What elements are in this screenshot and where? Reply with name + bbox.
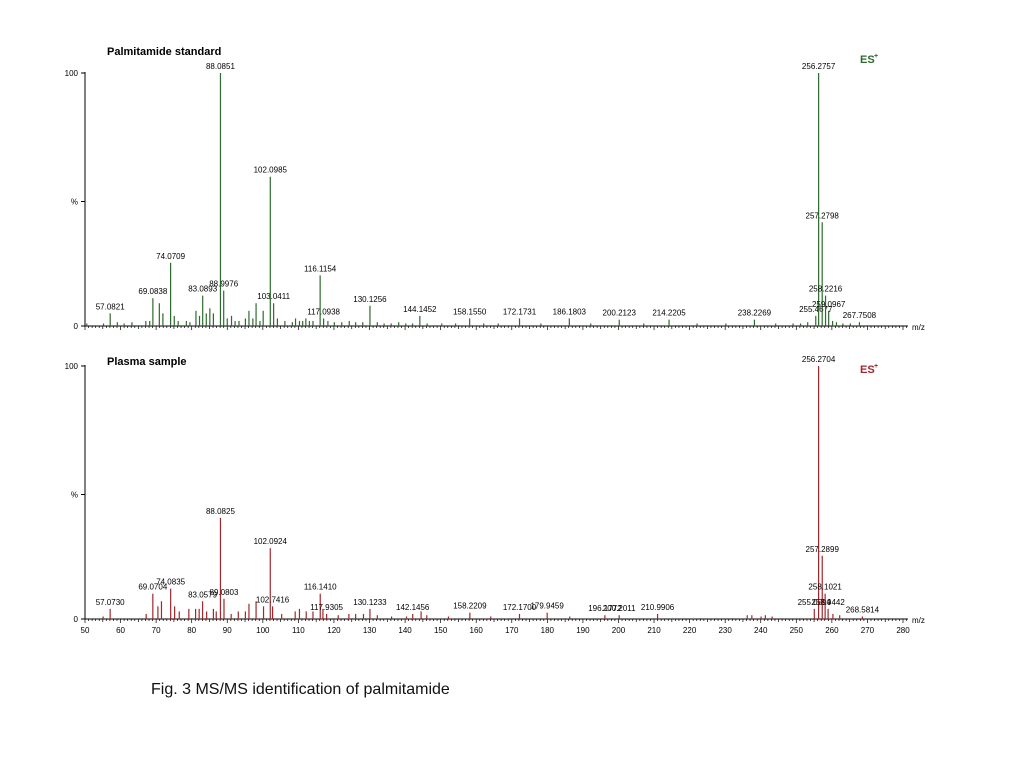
peak-label: 130.1233 [353,598,387,607]
peak-label: 258.9442 [811,598,845,607]
ionization-mode-superscript: + [874,363,878,370]
peak-label: 102.0924 [254,537,288,546]
y-tick-label: 0 [74,322,79,331]
peak-label: 130.1256 [353,295,387,304]
peak-label: 69.0704 [138,583,167,592]
peak-label: 257.2798 [806,211,840,220]
x-tick-label: 90 [223,626,232,635]
x-tick-label: 190 [576,626,590,635]
peak-label: 258.2216 [809,285,843,294]
panel-standard: Palmitamide standard ES +100 0% m/z 57.0821 69… [65,46,925,332]
peak-label: 88.0851 [206,62,235,71]
x-tick-label: 200 [612,626,626,635]
peak-label: 256.2704 [802,355,836,364]
ionization-mode-superscript: + [874,53,878,60]
panel-title: Palmitamide standard [107,46,221,58]
peak-label: 89.0803 [210,588,239,597]
peak-label: 144.1452 [403,305,437,314]
x-tick-label: 110 [292,626,305,635]
y-tick-label: 100 [65,69,79,78]
peak-label: 267.7508 [843,311,877,320]
ionization-mode-label: ES [860,54,875,66]
peak-label: 172.1731 [503,307,537,316]
x-axis-label: m/z [912,616,925,625]
peak-label: 102.0985 [254,166,288,175]
peak-label: 214.2205 [652,309,686,318]
y-tick-label: 0 [74,615,79,624]
peak-label: 200.2123 [603,309,637,318]
x-tick-label: 220 [683,626,697,635]
x-tick-label: 80 [187,626,196,635]
y-axis-label: % [71,198,78,207]
peak-label: 268.5814 [846,605,880,614]
peak-label: 88.0825 [206,507,235,516]
peak-label: 200.2011 [603,604,636,613]
peak-label: 116.1154 [304,264,337,273]
x-tick-label: 270 [861,626,875,635]
x-tick-label: 150 [434,626,448,635]
ionization-mode-label: ES [860,364,875,376]
peak-label: 179.9459 [530,602,564,611]
peak-label: 117.9305 [310,603,343,612]
panel-title: Plasma sample [107,356,187,368]
peak-label: 74.0709 [156,252,185,261]
peak-label: 186.1803 [553,307,587,316]
x-tick-label: 120 [327,626,341,635]
panel-plasma: Plasma sample ES +100 0% m/z 50 60 70 80 90 100 110… [65,355,925,635]
peak-label: 238.2269 [738,309,772,318]
peak-label: 116.1410 [304,583,337,592]
peak-label: 259.0967 [812,300,846,309]
peak-label: 210.9906 [641,603,675,612]
peak-label: 257.2899 [806,545,840,554]
peak-label: 74.0835 [156,578,185,587]
peak-label: 255.4677 [799,305,833,314]
x-tick-label: 100 [256,626,270,635]
x-tick-label: 160 [470,626,484,635]
peak-label: 103.0411 [257,292,290,301]
peak-label: 83.0579 [188,590,217,599]
y-tick-label: 100 [65,362,79,371]
peak-label: 255.0594 [798,598,832,607]
figure-caption: Fig. 3 MS/MS identification of palmitami… [151,681,450,698]
peak-label: 57.0821 [96,302,125,311]
x-tick-label: 240 [754,626,768,635]
x-tick-label: 140 [398,626,412,635]
x-tick-label: 70 [152,626,161,635]
peak-label: 172.1700 [503,603,537,612]
x-tick-label: 250 [790,626,804,635]
peak-label: 258.1021 [808,583,842,592]
peak-label: 142.1456 [396,603,430,612]
peak-label: 88.9976 [209,280,238,289]
y-axis-label: % [71,491,78,500]
peak-label: 117.0938 [307,307,340,316]
peak-label: 196.1772 [588,604,622,613]
peak-label: 83.0893 [188,285,217,294]
peak-label: 256.2757 [802,62,836,71]
peak-label: 57.0730 [96,598,125,607]
peak-label: 69.0838 [138,287,167,296]
x-tick-label: 180 [541,626,555,635]
x-tick-label: 230 [718,626,732,635]
x-tick-label: 260 [825,626,839,635]
peak-label: 158.2209 [453,602,487,611]
peak-label: 102.7416 [256,595,290,604]
x-tick-label: 210 [647,626,661,635]
x-tick-label: 60 [116,626,125,635]
x-tick-label: 50 [81,626,90,635]
x-tick-label: 170 [505,626,519,635]
x-axis-label: m/z [912,323,925,332]
x-tick-label: 280 [896,626,910,635]
x-tick-label: 130 [363,626,377,635]
peak-label: 158.1550 [453,307,487,316]
